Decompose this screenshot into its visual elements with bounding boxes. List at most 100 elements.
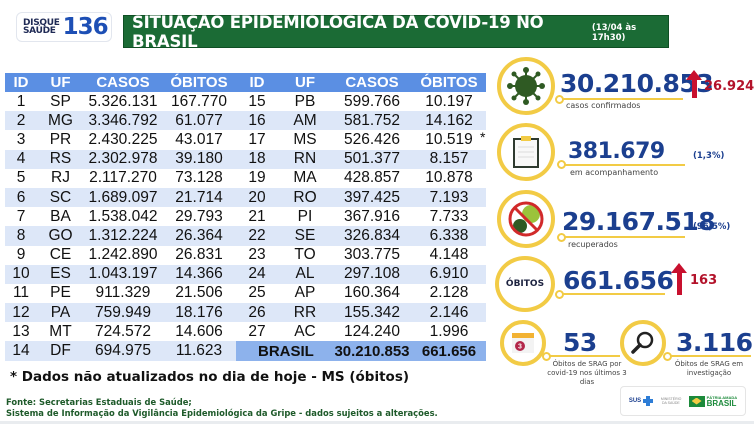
cell-uf: RJ [51,169,70,187]
cell-uf: RN [278,149,332,169]
cell-id: 4 [5,149,37,169]
cell-obitos: 11.623 [162,341,236,361]
deaths-delta: 163 [690,273,718,288]
cell-uf: DF [37,341,84,361]
cell-casos: 1.312.224 [84,226,162,246]
cross-icon [643,396,654,406]
cell-obitos: 18.176 [162,303,236,323]
table-row: 16 AM 581.752 14.162 [236,111,486,131]
cell-id: 1 [16,92,26,110]
cell-id: 22 [236,226,278,246]
cell-id: 24 [236,264,278,284]
cell-casos: 911.329 [95,284,151,302]
cell-casos: 1.043.197 [84,264,162,284]
monitoring-pct: (1,3%) [693,151,725,161]
col-uf: UF [278,73,332,92]
table-row: 22 SE 326.834 6.338 [236,226,486,246]
table-row: 26 RR 155.342 2.146 [236,303,486,323]
logo-text: DISQUE SAÚDE [23,18,60,36]
cell-obitos: 43.017 [175,130,223,148]
table-row: 13 MT 724.572 14.606 [5,322,236,341]
cell-id: 5 [16,169,26,187]
cell-id: 9 [16,246,26,264]
table-row: 10 ES 1.043.197 14.366 [5,264,236,284]
underline [671,355,751,357]
srag-recent-icon-circle: 3 [500,320,546,366]
asterisk-marker: * [480,129,486,145]
table-row: 15 PB 599.766 10.197 [236,92,486,111]
no-virus-icon [508,201,544,237]
cell-id: 13 [12,322,30,340]
underline [565,164,685,166]
magnifier-icon [631,331,654,354]
bottom-rule [0,421,754,424]
col-casos: CASOS [84,73,162,92]
cell-obitos: 21.714 [162,187,236,208]
cell-casos: 1.538.042 [88,207,158,225]
logo-line2: SAÚDE [23,26,56,36]
cell-casos: 526.426 [343,130,401,148]
cell-obitos: 10.878 [425,169,473,187]
cell-id: 23 [248,246,266,264]
cell-casos: 326.834 [332,226,412,246]
up-arrow-icon [686,70,702,98]
cell-obitos: 4.148 [429,246,469,264]
cell-casos: 297.108 [332,264,412,284]
cell-uf: PR [49,130,72,148]
cell-obitos: 167.770 [170,92,228,110]
cell-uf: PI [297,207,313,225]
cell-uf: AP [294,284,316,302]
cell-id: 21 [248,207,266,225]
total-label: BRASIL [236,341,332,361]
page-title-bar: SITUAÇÃO EPIDEMIOLÓGICA DA COVID-19 NO B… [123,13,669,51]
gov-logo: PÁTRIA AMADA BRASIL [688,395,737,408]
table-header: ID UF CASOS ÓBITOS [236,73,486,92]
cell-id: 27 [248,322,266,340]
cell-casos: 694.975 [84,341,162,361]
government-logos: SUS MINISTÉRIO DA SAÚDE PÁTRIA AMADA BRA… [620,386,746,416]
cell-casos: 1.689.097 [84,187,162,208]
col-uf: UF [37,73,84,92]
cell-casos: 428.857 [343,169,401,187]
table-row: 18 RN 501.377 8.157 [236,149,486,169]
recovered-pct: (96,5%) [693,222,731,232]
cell-id: 2 [5,111,37,131]
cell-obitos: 10.519 [425,130,473,148]
source-text: Fonte: Secretarias Estaduais de Saúde; S… [6,397,438,419]
ministry-logo: MINISTÉRIO DA SAÚDE [660,397,682,405]
cell-obitos: 29.793 [175,207,223,225]
cell-id: 15 [248,92,266,110]
cell-obitos: 39.180 [162,149,236,169]
cell-casos: 3.346.792 [84,111,162,131]
calendar-icon: 3 [512,333,534,353]
cell-id: 25 [248,284,266,302]
cell-casos: 124.240 [343,322,401,340]
cell-uf: BA [50,207,71,225]
cell-id: 12 [5,303,37,323]
srag-investigation-label: Óbitos de SRAG em investigação [674,360,744,377]
col-obitos: ÓBITOS [412,73,486,92]
cell-uf: MT [49,322,72,340]
table-row: 11 PE 911.329 21.506 [5,284,236,303]
cell-casos: 724.572 [94,322,152,340]
cell-obitos: 26.364 [162,226,236,246]
deaths-value: 661.656 [563,266,674,295]
cell-id: 14 [5,341,37,361]
table-row: 2 MG 3.346.792 61.077 [5,111,236,131]
sus-logo: SUS [629,396,654,406]
table-row: 6 SC 1.689.097 21.714 [5,187,236,208]
cell-casos: 397.425 [332,187,412,208]
cell-obitos: 14.606 [175,322,223,340]
cell-casos: 160.364 [343,284,401,302]
col-id: ID [236,73,278,92]
deaths-badge-circle: ÓBITOS [495,256,555,312]
table-row: 5 RJ 2.117.270 73.128 [5,169,236,188]
logo-line1: DISQUE [23,18,60,28]
cell-uf: MA [293,169,317,187]
cell-obitos: 26.831 [175,246,223,264]
cell-id: 20 [236,187,278,208]
cell-id: 3 [16,130,26,148]
cell-casos: 5.326.131 [88,92,158,110]
cell-id: 10 [5,264,37,284]
cell-obitos: 2.128 [429,284,469,302]
